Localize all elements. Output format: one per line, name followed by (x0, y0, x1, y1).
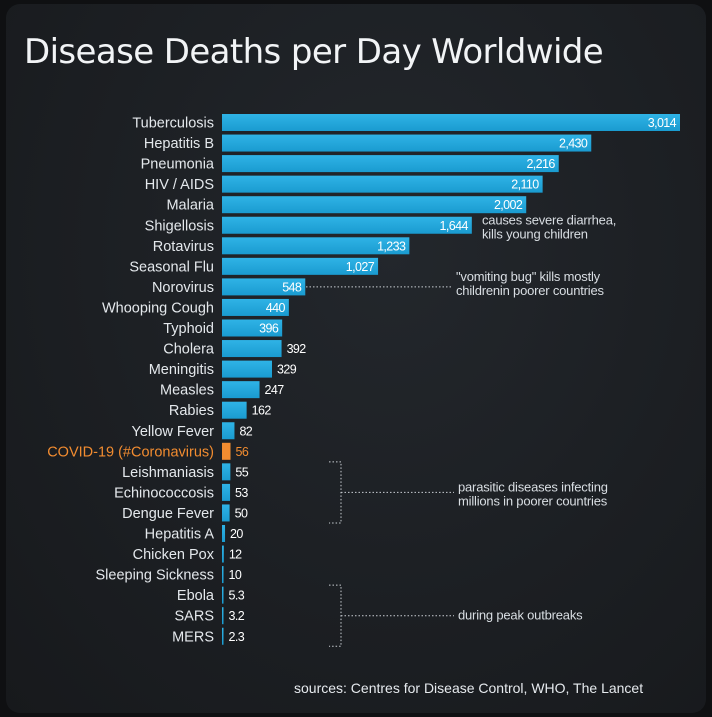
category-label-typhoid: Typhoid (163, 321, 214, 337)
bar-typhoid (222, 319, 283, 337)
category-label-cholera: Cholera (163, 342, 215, 358)
category-label-rabies: Rabies (169, 403, 214, 419)
chart-title: Disease Deaths per Day Worldwide (24, 32, 604, 72)
annotation-4-bracket (329, 584, 342, 647)
value-label-echinococcosis: 53 (235, 486, 248, 500)
annotation-1-line-1: causes severe diarrhea, (482, 212, 616, 227)
bar-tuberculosis (222, 114, 680, 131)
annotations-layer: causes severe diarrhea,kills young child… (306, 212, 616, 647)
value-label-measles: 247 (265, 383, 285, 397)
value-label-chicken-pox: 12 (229, 548, 242, 562)
bar-sars (222, 607, 224, 625)
value-label-rotavirus: 1,233 (377, 239, 406, 253)
bar-cholera (222, 340, 282, 358)
value-label-dengue-fever: 50 (235, 506, 248, 520)
bar-rotavirus (222, 237, 410, 255)
value-label-sars: 3.2 (229, 609, 245, 623)
category-label-hepatitis-a: Hepatitis A (145, 527, 215, 543)
category-label-meningitis: Meningitis (149, 362, 214, 378)
category-label-chicken-pox: Chicken Pox (133, 547, 215, 563)
bar-yellow-fever (222, 422, 235, 440)
value-label-mers: 2.3 (229, 630, 245, 644)
bar-malaria (222, 196, 527, 214)
category-label-dengue-fever: Dengue Fever (122, 506, 214, 522)
value-label-cholera: 392 (287, 342, 307, 356)
category-label-mers: MERS (172, 629, 214, 645)
bar-covid-19-coronavirus (222, 442, 231, 460)
bar-hiv-aids (222, 175, 543, 193)
value-label-hiv-aids: 2,110 (511, 178, 539, 192)
value-label-meningitis: 329 (277, 363, 297, 377)
value-label-typhoid: 396 (259, 322, 279, 336)
annotation-3-line-1: parasitic diseases infecting (458, 479, 608, 494)
category-label-pneumonia: Pneumonia (141, 157, 215, 173)
value-label-sleeping-sickness: 10 (229, 568, 242, 582)
annotation-2-line-1: "vomiting bug" kills mostly (456, 269, 601, 284)
value-label-tuberculosis: 3,014 (648, 116, 677, 130)
category-label-measles: Measles (160, 383, 214, 399)
value-label-malaria: 2,002 (494, 198, 523, 212)
category-label-rotavirus: Rotavirus (153, 239, 214, 255)
category-label-seasonal-flu: Seasonal Flu (129, 259, 214, 275)
value-labels-layer: 3,014 2,430 2,216 2,110 2,002 1,644 1,2331,027… (229, 116, 678, 644)
bar-ebola (222, 586, 224, 604)
bar-measles (222, 381, 260, 399)
annotation-1-line-2: kills young children (482, 226, 588, 241)
bars-layer (222, 114, 680, 645)
category-labels-layer: Tuberculosis Hepatitis B Pneumonia HIV / AI… (47, 116, 215, 646)
annotation-3-bracket (329, 461, 342, 524)
annotation-3-line-2: millions in poorer countries (458, 493, 608, 508)
value-label-norovirus: 548 (282, 280, 302, 294)
value-label-ebola: 5.3 (229, 589, 245, 603)
bar-shigellosis (222, 216, 472, 234)
bar-hepatitis-b (222, 134, 592, 152)
bar-dengue-fever (222, 504, 230, 522)
value-label-hepatitis-a: 20 (230, 527, 243, 541)
category-label-tuberculosis: Tuberculosis (132, 116, 214, 132)
sources-footnote: sources: Centres for Disease Control, WH… (294, 680, 644, 696)
category-label-ebola: Ebola (177, 588, 215, 604)
value-label-shigellosis: 1,644 (440, 219, 469, 233)
category-label-sars: SARS (175, 609, 215, 625)
bar-chicken-pox (222, 545, 224, 563)
category-label-echinococcosis: Echinococcosis (114, 485, 214, 501)
bar-pneumonia (222, 155, 559, 173)
bar-mers (222, 627, 224, 645)
value-label-yellow-fever: 82 (239, 424, 252, 438)
value-label-hepatitis-b: 2,430 (559, 137, 588, 151)
value-label-covid-19-coronavirus: 56 (236, 445, 249, 459)
category-label-hepatitis-b: Hepatitis B (144, 136, 214, 152)
annotation-4-line-1: during peak outbreaks (458, 608, 583, 623)
category-label-sleeping-sickness: Sleeping Sickness (96, 568, 215, 584)
category-label-yellow-fever: Yellow Fever (132, 424, 215, 440)
value-label-seasonal-flu: 1,027 (346, 260, 375, 274)
value-label-whooping-cough: 440 (266, 301, 286, 315)
category-label-shigellosis: Shigellosis (145, 218, 214, 234)
category-label-covid-19-coronavirus: COVID-19 (#Coronavirus) (47, 444, 214, 460)
category-label-norovirus: Norovirus (152, 280, 214, 296)
value-label-pneumonia: 2,216 (526, 157, 555, 171)
annotation-2-line-2: childrenin poorer countries (456, 283, 604, 298)
bar-meningitis (222, 360, 272, 378)
bar-norovirus (222, 278, 306, 296)
bar-echinococcosis (222, 483, 231, 501)
bar-hepatitis-a (222, 525, 226, 542)
value-label-leishmaniasis: 55 (235, 465, 248, 479)
category-label-leishmaniasis: Leishmaniasis (122, 465, 214, 481)
bar-whooping-cough (222, 298, 289, 316)
bar-leishmaniasis (222, 463, 231, 481)
category-label-whooping-cough: Whooping Cough (102, 300, 214, 316)
value-label-rabies: 162 (252, 404, 272, 418)
bar-rabies (222, 401, 247, 419)
category-label-malaria: Malaria (166, 198, 214, 214)
bar-sleeping-sickness (222, 566, 224, 584)
category-label-hiv-aids: HIV / AIDS (145, 177, 214, 193)
bar-seasonal-flu (222, 257, 379, 275)
